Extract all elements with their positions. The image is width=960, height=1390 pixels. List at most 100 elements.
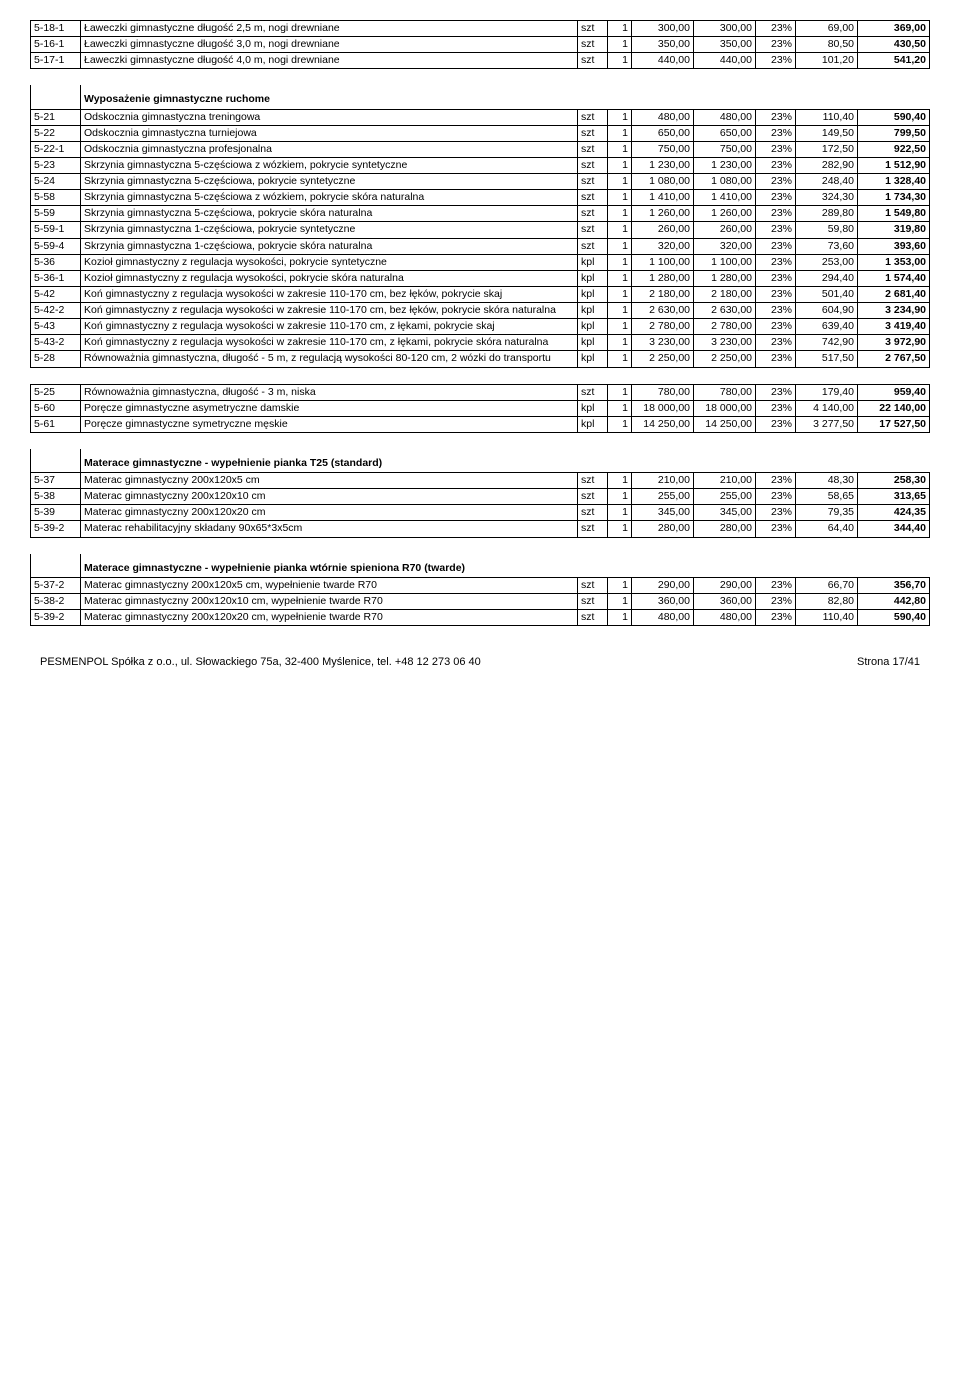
table-row: 5-39-2Materac gimnastyczny 200x120x20 cm… <box>31 609 930 625</box>
vat-pct-cell: 23% <box>756 593 796 609</box>
code-cell: 5-42 <box>31 286 81 302</box>
price-net2-cell: 1 410,00 <box>694 190 756 206</box>
price-net-cell: 14 250,00 <box>632 416 694 432</box>
qty-cell: 1 <box>608 157 632 173</box>
code-cell: 5-36 <box>31 254 81 270</box>
vat-pct-cell: 23% <box>756 174 796 190</box>
desc-cell: Skrzynia gimnastyczna 5-częściowa, pokry… <box>81 174 578 190</box>
price-net2-cell: 1 280,00 <box>694 270 756 286</box>
table-row: 5-38-2Materac gimnastyczny 200x120x10 cm… <box>31 593 930 609</box>
page-footer: PESMENPOL Spółka z o.o., ul. Słowackiego… <box>30 656 930 668</box>
vat-amount-cell: 248,40 <box>796 174 858 190</box>
unit-cell: szt <box>578 53 608 69</box>
vat-amount-cell: 4 140,00 <box>796 400 858 416</box>
price-net2-cell: 320,00 <box>694 238 756 254</box>
desc-cell: Równoważnia gimnastyczna, długość - 5 m,… <box>81 351 578 367</box>
unit-cell: szt <box>578 489 608 505</box>
code-cell: 5-38-2 <box>31 593 81 609</box>
code-cell: 5-18-1 <box>31 21 81 37</box>
code-cell: 5-28 <box>31 351 81 367</box>
unit-cell: szt <box>578 505 608 521</box>
qty-cell: 1 <box>608 37 632 53</box>
price-net2-cell: 780,00 <box>694 384 756 400</box>
vat-amount-cell: 517,50 <box>796 351 858 367</box>
vat-pct-cell: 23% <box>756 473 796 489</box>
qty-cell: 1 <box>608 505 632 521</box>
table-row: 5-43-2Koń gimnastyczny z regulacja wysok… <box>31 335 930 351</box>
qty-cell: 1 <box>608 190 632 206</box>
vat-amount-cell: 82,80 <box>796 593 858 609</box>
unit-cell: szt <box>578 157 608 173</box>
price-net-cell: 345,00 <box>632 505 694 521</box>
desc-cell: Materac gimnastyczny 200x120x20 cm <box>81 505 578 521</box>
table-row: 5-59-1Skrzynia gimnastyczna 1-częściowa,… <box>31 222 930 238</box>
vat-amount-cell: 289,80 <box>796 206 858 222</box>
code-cell: 5-58 <box>31 190 81 206</box>
price-gross-cell: 2 681,40 <box>858 286 930 302</box>
vat-amount-cell: 64,40 <box>796 521 858 537</box>
desc-cell: Materac gimnastyczny 200x120x10 cm <box>81 489 578 505</box>
table-row: 5-61Poręcze gimnastyczne symetryczne męs… <box>31 416 930 432</box>
qty-cell: 1 <box>608 577 632 593</box>
vat-amount-cell: 324,30 <box>796 190 858 206</box>
code-cell: 5-23 <box>31 157 81 173</box>
price-net2-cell: 210,00 <box>694 473 756 489</box>
unit-cell: szt <box>578 473 608 489</box>
price-gross-cell: 344,40 <box>858 521 930 537</box>
price-net-cell: 1 230,00 <box>632 157 694 173</box>
qty-cell: 1 <box>608 489 632 505</box>
vat-amount-cell: 48,30 <box>796 473 858 489</box>
table-row: 5-22Odskocznia gimnastyczna turniejowasz… <box>31 125 930 141</box>
desc-cell: Koń gimnastyczny z regulacja wysokości w… <box>81 303 578 319</box>
qty-cell: 1 <box>608 609 632 625</box>
table-row: 5-38Materac gimnastyczny 200x120x10 cmsz… <box>31 489 930 505</box>
desc-cell: Skrzynia gimnastyczna 1-częściowa, pokry… <box>81 238 578 254</box>
vat-amount-cell: 58,65 <box>796 489 858 505</box>
section-heading: Materace gimnastyczne - wypełnienie pian… <box>81 554 930 578</box>
desc-cell: Poręcze gimnastyczne asymetryczne damski… <box>81 400 578 416</box>
vat-amount-cell: 179,40 <box>796 384 858 400</box>
vat-pct-cell: 23% <box>756 270 796 286</box>
qty-cell: 1 <box>608 206 632 222</box>
table-row: 5-22-1Odskocznia gimnastyczna profesjona… <box>31 141 930 157</box>
heading-code-cell <box>31 449 81 473</box>
qty-cell: 1 <box>608 286 632 302</box>
qty-cell: 1 <box>608 174 632 190</box>
qty-cell: 1 <box>608 254 632 270</box>
desc-cell: Odskocznia gimnastyczna treningowa <box>81 109 578 125</box>
price-gross-cell: 1 353,00 <box>858 254 930 270</box>
price-gross-cell: 959,40 <box>858 384 930 400</box>
price-table: Materace gimnastyczne - wypełnienie pian… <box>30 554 930 627</box>
table-row: 5-28Równoważnia gimnastyczna, długość - … <box>31 351 930 367</box>
price-gross-cell: 3 234,90 <box>858 303 930 319</box>
unit-cell: szt <box>578 109 608 125</box>
price-gross-cell: 590,40 <box>858 109 930 125</box>
price-gross-cell: 1 328,40 <box>858 174 930 190</box>
price-gross-cell: 1 512,90 <box>858 157 930 173</box>
qty-cell: 1 <box>608 303 632 319</box>
unit-cell: kpl <box>578 335 608 351</box>
qty-cell: 1 <box>608 319 632 335</box>
vat-amount-cell: 101,20 <box>796 53 858 69</box>
unit-cell: szt <box>578 190 608 206</box>
vat-pct-cell: 23% <box>756 53 796 69</box>
price-net2-cell: 1 230,00 <box>694 157 756 173</box>
qty-cell: 1 <box>608 141 632 157</box>
vat-pct-cell: 23% <box>756 222 796 238</box>
price-net-cell: 2 630,00 <box>632 303 694 319</box>
price-net-cell: 280,00 <box>632 521 694 537</box>
heading-code-cell <box>31 85 81 109</box>
qty-cell: 1 <box>608 270 632 286</box>
code-cell: 5-37-2 <box>31 577 81 593</box>
price-net2-cell: 1 260,00 <box>694 206 756 222</box>
vat-pct-cell: 23% <box>756 141 796 157</box>
qty-cell: 1 <box>608 384 632 400</box>
price-net2-cell: 290,00 <box>694 577 756 593</box>
price-net2-cell: 440,00 <box>694 53 756 69</box>
vat-pct-cell: 23% <box>756 384 796 400</box>
price-net2-cell: 750,00 <box>694 141 756 157</box>
price-gross-cell: 442,80 <box>858 593 930 609</box>
price-net-cell: 1 100,00 <box>632 254 694 270</box>
unit-cell: kpl <box>578 286 608 302</box>
price-gross-cell: 3 972,90 <box>858 335 930 351</box>
